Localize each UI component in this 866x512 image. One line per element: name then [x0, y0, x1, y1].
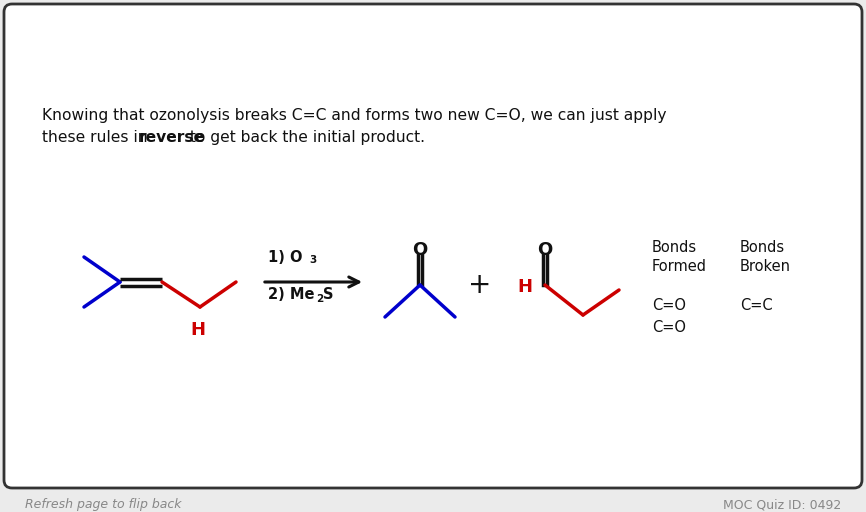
Text: 2) Me: 2) Me: [268, 287, 314, 302]
Text: these rules in: these rules in: [42, 130, 152, 145]
Text: C=C: C=C: [740, 298, 772, 313]
Text: H: H: [518, 278, 533, 296]
Text: MOC Quiz ID: 0492: MOC Quiz ID: 0492: [723, 498, 841, 511]
Text: O: O: [412, 241, 428, 259]
Text: O: O: [538, 241, 553, 259]
Text: H: H: [191, 321, 205, 339]
Text: Bonds
Broken: Bonds Broken: [740, 240, 791, 274]
Text: C=O
C=O: C=O C=O: [652, 298, 686, 335]
Text: Refresh page to flip back: Refresh page to flip back: [25, 498, 182, 511]
Text: reverse: reverse: [139, 130, 205, 145]
Text: S: S: [323, 287, 333, 302]
FancyBboxPatch shape: [4, 4, 862, 488]
Text: Bonds
Formed: Bonds Formed: [652, 240, 707, 274]
Text: +: +: [469, 271, 492, 299]
Text: 1) O: 1) O: [268, 250, 302, 265]
Text: Knowing that ozonolysis breaks C=C and forms two new C=O, we can just apply: Knowing that ozonolysis breaks C=C and f…: [42, 108, 667, 123]
Text: 3: 3: [309, 255, 316, 265]
Text: 2: 2: [316, 294, 323, 304]
Text: to get back the initial product.: to get back the initial product.: [185, 130, 425, 145]
